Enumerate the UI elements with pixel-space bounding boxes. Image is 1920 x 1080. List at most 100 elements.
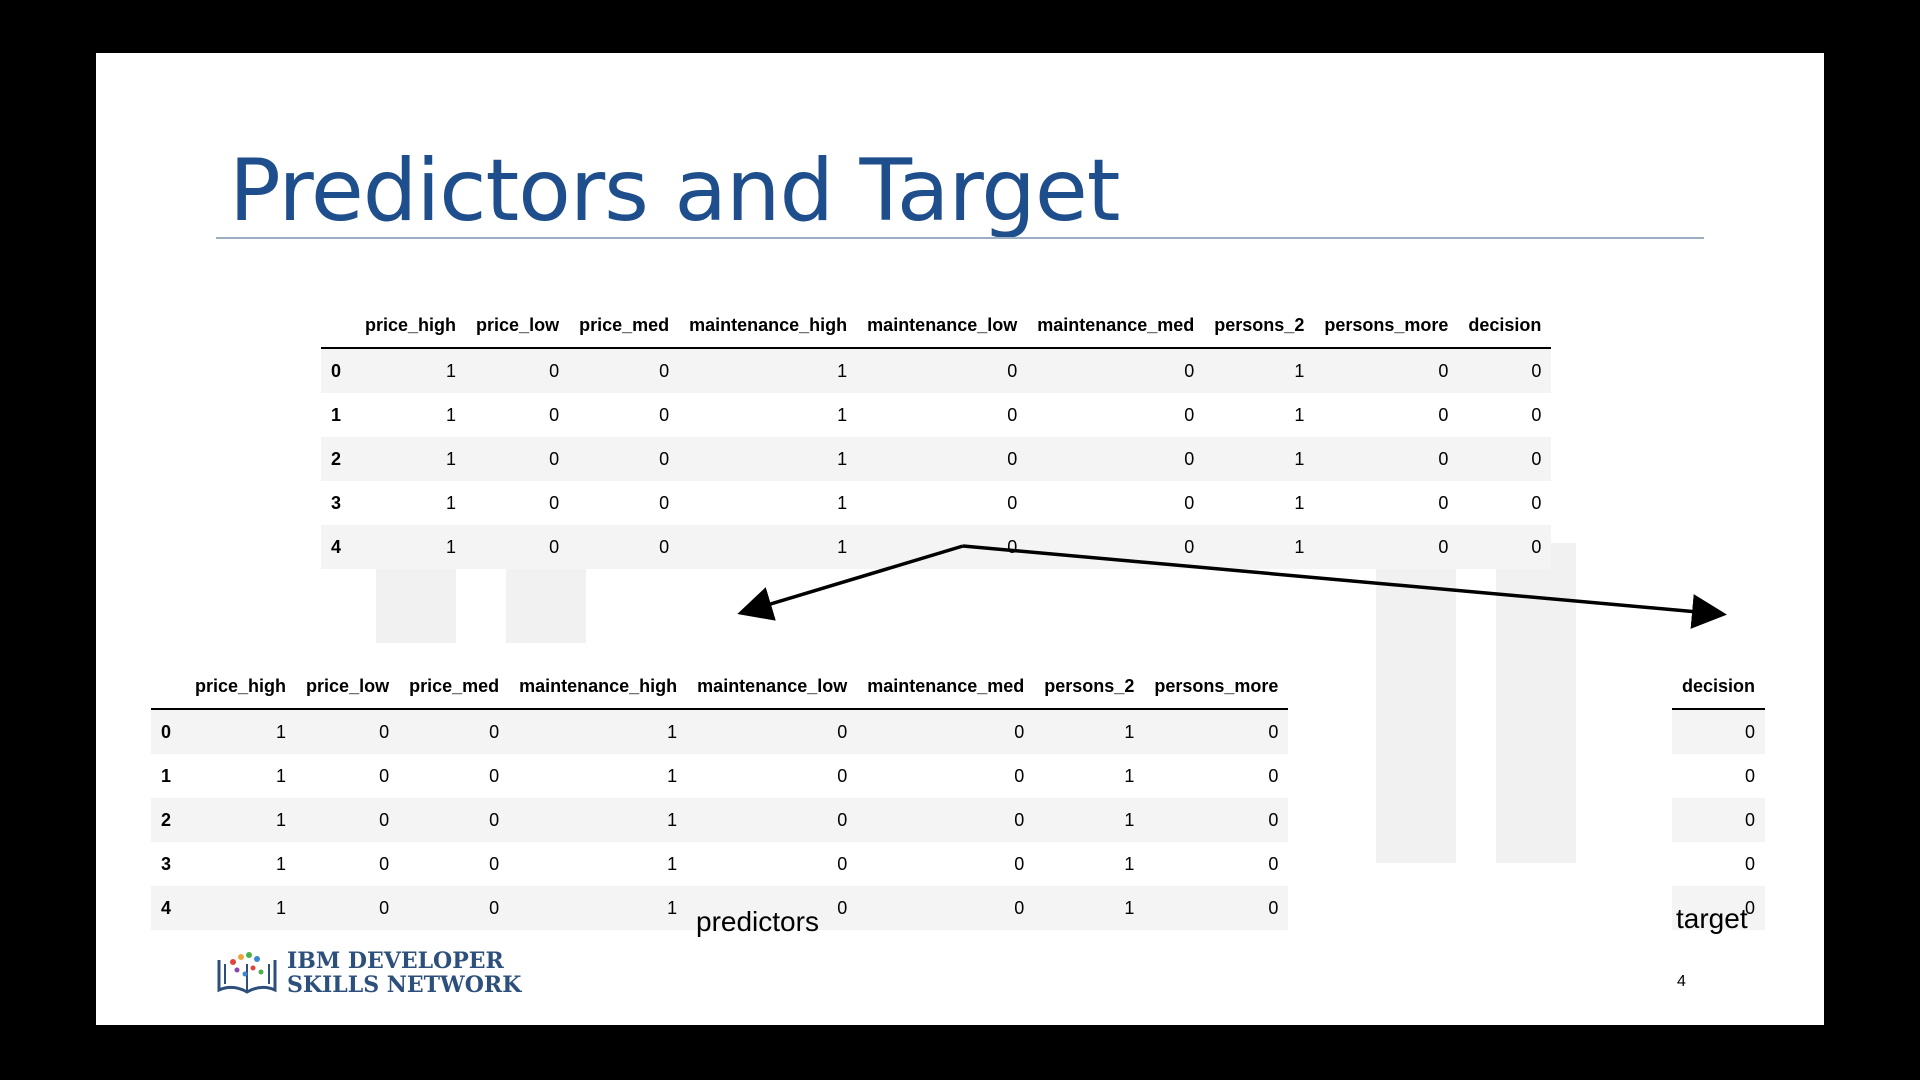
table-cell: 1 — [667, 765, 678, 786]
table-row: 0 — [1672, 754, 1765, 798]
table-cell: 0 — [1014, 765, 1025, 786]
table-row: 3 1 0 0 1 0 0 1 0 0 — [321, 481, 1551, 525]
row-index: 4 — [331, 536, 342, 557]
table-cell: 0 — [1531, 360, 1542, 381]
table-header-row: price_high price_low price_med maintenance_… — [151, 664, 1289, 710]
table-cell: 1 — [446, 404, 457, 425]
table-row: 2 1 0 0 1 0 0 1 0 0 — [321, 437, 1552, 481]
table-cell: 1 — [837, 492, 848, 513]
table-cell: 0 — [837, 721, 848, 742]
table-cell: 1 — [276, 765, 287, 786]
table-cell: 1 — [446, 360, 457, 381]
table-cell: 0 — [549, 360, 560, 381]
table-cell: 1 — [276, 809, 287, 830]
table-row: 0 — [1672, 842, 1765, 886]
column-header-maintenance-low: maintenance_low — [687, 664, 858, 710]
predictors-dataframe-table: price_high price_low price_med maintenance_… — [151, 664, 1289, 930]
column-header-persons-2: persons_2 — [1204, 303, 1315, 349]
table-cell: 0 — [1184, 448, 1195, 469]
table-cell: 0 — [1007, 448, 1018, 469]
title-underline — [216, 237, 1704, 239]
table-row: 0 — [1672, 886, 1766, 930]
table-cell: 0 — [379, 765, 390, 786]
table-cell: 0 — [1014, 897, 1025, 918]
table-cell: 0 — [1268, 721, 1279, 742]
column-header-maintenance-high: maintenance_high — [679, 303, 858, 349]
table-cell: 1 — [837, 360, 848, 381]
column-header-price-med: price_med — [399, 664, 510, 710]
table-cell: 0 — [489, 765, 500, 786]
table-cell: 0 — [1268, 809, 1279, 830]
column-header-price-med: price_med — [569, 303, 680, 349]
table-cell: 1 — [1124, 809, 1135, 830]
table-cell: 1 — [667, 897, 678, 918]
table-row: 4 1 0 0 1 0 0 1 0 0 — [321, 525, 1552, 569]
row-index: 0 — [331, 360, 342, 381]
table-cell: 0 — [1438, 492, 1449, 513]
table-cell: 1 — [837, 448, 848, 469]
table-cell: 0 — [1007, 360, 1018, 381]
table-cell: 0 — [1438, 360, 1449, 381]
table-cell: 1 — [1124, 765, 1135, 786]
table-cell: 0 — [549, 448, 560, 469]
table-cell: 0 — [659, 360, 670, 381]
table-row: 0 1 0 0 1 0 0 1 0 0 — [321, 348, 1552, 393]
row-index: 1 — [331, 404, 342, 425]
full-dataframe-table: price_high price_low price_med maintenance_… — [321, 303, 1552, 569]
table-cell: 0 — [549, 492, 560, 513]
column-header-persons-more: persons_more — [1314, 303, 1459, 349]
table-cell: 0 — [489, 809, 500, 830]
table-header-row: decision — [1672, 664, 1766, 710]
table-cell: 0 — [1531, 536, 1542, 557]
row-index: 4 — [161, 897, 172, 918]
table-cell: 0 — [1531, 448, 1542, 469]
table-cell: 1 — [1294, 492, 1305, 513]
table-row: 1 1 0 0 1 0 0 1 0 — [151, 754, 1288, 798]
table-cell: 0 — [1531, 404, 1542, 425]
index-header — [321, 303, 356, 349]
table-row: 2 1 0 0 1 0 0 1 0 — [151, 798, 1289, 842]
table-row: 3 1 0 0 1 0 0 1 0 — [151, 842, 1288, 886]
column-header-price-low: price_low — [466, 303, 570, 349]
table-cell: 0 — [1438, 536, 1449, 557]
table-cell: 0 — [1745, 721, 1756, 742]
table-cell: 0 — [837, 765, 848, 786]
column-header-price-high: price_high — [355, 303, 467, 349]
column-header-decision: decision — [1458, 303, 1552, 349]
table-cell: 0 — [1268, 765, 1279, 786]
column-header-price-low: price_low — [296, 664, 400, 710]
table-cell: 0 — [1007, 404, 1018, 425]
book-network-icon — [217, 952, 277, 994]
table-cell: 0 — [1531, 492, 1542, 513]
table-cell: 0 — [1268, 897, 1279, 918]
table-row: 0 — [1672, 798, 1766, 842]
table-cell: 0 — [659, 536, 670, 557]
table-cell: 0 — [659, 404, 670, 425]
table-cell: 0 — [379, 853, 390, 874]
table-cell: 1 — [276, 853, 287, 874]
table-row: 0 — [1672, 709, 1766, 754]
table-cell: 0 — [1184, 536, 1195, 557]
table-cell: 1 — [1124, 897, 1135, 918]
table-cell: 0 — [1007, 536, 1018, 557]
table-cell: 0 — [1268, 853, 1279, 874]
row-index: 3 — [161, 853, 172, 874]
row-index: 0 — [161, 721, 172, 742]
table-cell: 0 — [489, 897, 500, 918]
table-row: 0 1 0 0 1 0 0 1 0 — [151, 709, 1289, 754]
table-cell: 0 — [549, 536, 560, 557]
table-cell: 1 — [276, 897, 287, 918]
column-header-persons-more: persons_more — [1144, 664, 1289, 710]
table-cell: 1 — [276, 721, 287, 742]
table-header-row: price_high price_low price_med maintenance_… — [321, 303, 1552, 349]
table-cell: 1 — [1124, 853, 1135, 874]
split-arrows — [737, 544, 1727, 629]
column-header-decision: decision — [1672, 664, 1766, 710]
table-cell: 0 — [1007, 492, 1018, 513]
predictors-caption: predictors — [696, 906, 819, 937]
column-header-price-high: price_high — [185, 664, 297, 710]
table-cell: 0 — [1745, 853, 1756, 874]
table-cell: 0 — [1438, 404, 1449, 425]
logo-line-2: SKILLS NETWORK — [287, 972, 522, 998]
table-cell: 0 — [837, 809, 848, 830]
